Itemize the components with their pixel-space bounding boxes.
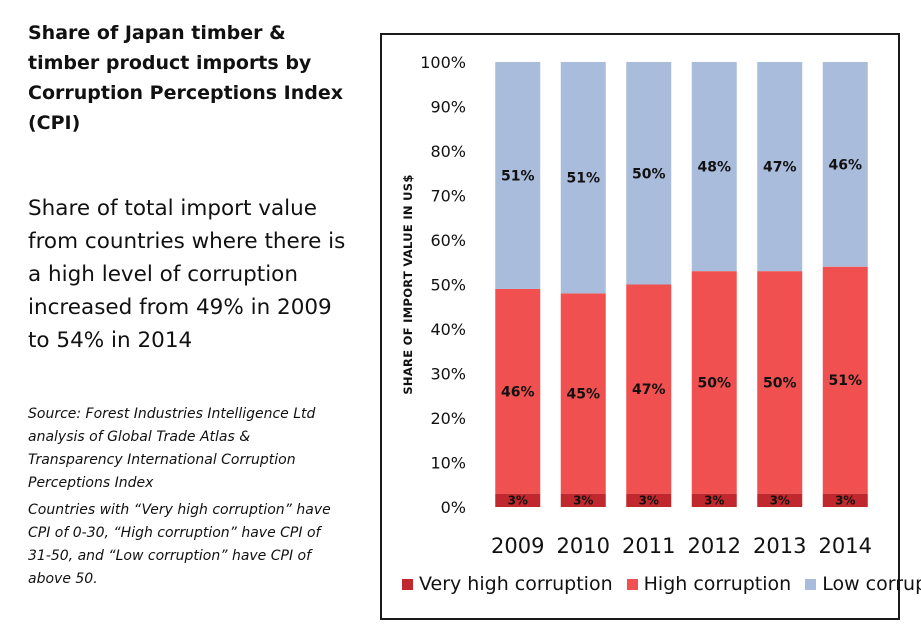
data-label: 47% — [763, 160, 797, 176]
x-tick-label: 2009 — [491, 534, 544, 558]
high-corruption-bar-segment — [626, 284, 672, 494]
very-high-corruption-bar-segment — [757, 493, 803, 507]
cpi-definition-note: Countries with “Very high corruption” ha… — [28, 502, 331, 587]
x-tick-label: 2012 — [688, 534, 741, 558]
y-tick-label: 10% — [430, 454, 466, 473]
high-corruption-bar-segment — [757, 271, 803, 494]
legend-swatch — [402, 578, 413, 590]
legend-label: Very high corruption — [419, 573, 613, 595]
source-note: Source: Forest Industries Intelligence L… — [28, 406, 316, 491]
y-tick-label: 80% — [430, 142, 466, 161]
data-label: 3% — [770, 494, 790, 508]
stacked-bar-chart: 0% 10% 20% 30% 40% 50% 60% 70% 80% 90% 100% SHARE O… — [401, 53, 872, 558]
low-corruption-bar-segment — [822, 62, 868, 267]
legend-swatch — [805, 578, 817, 590]
chart-legend: Very high corruption High corruption Low c… — [402, 573, 921, 595]
page-title: Share of Japan timber & timber product i… — [28, 22, 344, 134]
high-corruption-bar-segment — [495, 288, 541, 494]
y-tick-label: 0% — [441, 498, 466, 517]
high-corruption-bar-segment — [822, 266, 868, 494]
data-label: 51% — [501, 169, 535, 185]
data-label: 3% — [573, 494, 593, 508]
low-corruption-bar-segment — [626, 62, 672, 285]
x-tick-label: 2011 — [622, 534, 675, 558]
summary-text: Share of total import value from countri… — [28, 196, 346, 353]
data-label: 45% — [566, 387, 600, 403]
low-corruption-bar-segment — [691, 62, 737, 272]
data-label: 50% — [697, 375, 731, 391]
data-label: 3% — [639, 494, 659, 508]
high-corruption-bar-segment — [691, 271, 737, 494]
data-label: 3% — [704, 494, 724, 508]
data-label: 50% — [632, 166, 666, 182]
chart-frame: 0% 10% 20% 30% 40% 50% 60% 70% 80% 90% 100% SHARE O… — [380, 33, 921, 620]
low-corruption-bar-segment — [560, 62, 606, 294]
very-high-corruption-bar-segment — [691, 493, 737, 507]
low-corruption-bar-segment — [495, 62, 541, 289]
data-label: 46% — [501, 384, 535, 400]
y-tick-label: 40% — [430, 320, 466, 339]
data-label: 50% — [763, 375, 797, 391]
very-high-corruption-bar-segment — [560, 493, 606, 507]
y-tick-label: 70% — [430, 187, 466, 206]
very-high-corruption-bar-segment — [495, 493, 541, 507]
data-label: 51% — [828, 373, 862, 389]
legend-item: High corruption — [626, 573, 792, 595]
legend-item: Very high corruption — [402, 573, 613, 595]
left-panel: Share of Japan timber & timber product i… — [28, 18, 358, 591]
very-high-corruption-bar-segment — [626, 493, 672, 507]
y-axis-title: SHARE OF IMPORT VALUE IN US$ — [401, 174, 415, 394]
data-label: 3% — [835, 494, 855, 508]
data-label: 51% — [566, 171, 600, 187]
data-label: 48% — [697, 160, 731, 176]
legend-label: Low corruption — [822, 573, 921, 595]
data-label: 3% — [508, 494, 528, 508]
data-label: 46% — [828, 157, 862, 173]
legend-label: High corruption — [643, 573, 792, 595]
data-label: 47% — [632, 382, 666, 398]
y-tick-label: 100% — [420, 53, 466, 72]
y-tick-label: 30% — [430, 365, 466, 384]
x-tick-label: 2013 — [753, 534, 806, 558]
y-tick-label: 20% — [430, 409, 466, 428]
x-tick-label: 2014 — [819, 534, 872, 558]
legend-swatch — [626, 578, 638, 590]
high-corruption-bar-segment — [560, 293, 606, 494]
low-corruption-bar-segment — [757, 62, 803, 272]
y-tick-label: 60% — [430, 231, 466, 250]
y-tick-label: 50% — [430, 276, 466, 295]
very-high-corruption-bar-segment — [822, 493, 868, 507]
legend-item: Low corruption — [805, 573, 921, 595]
x-tick-label: 2010 — [557, 534, 610, 558]
y-tick-label: 90% — [430, 98, 466, 117]
